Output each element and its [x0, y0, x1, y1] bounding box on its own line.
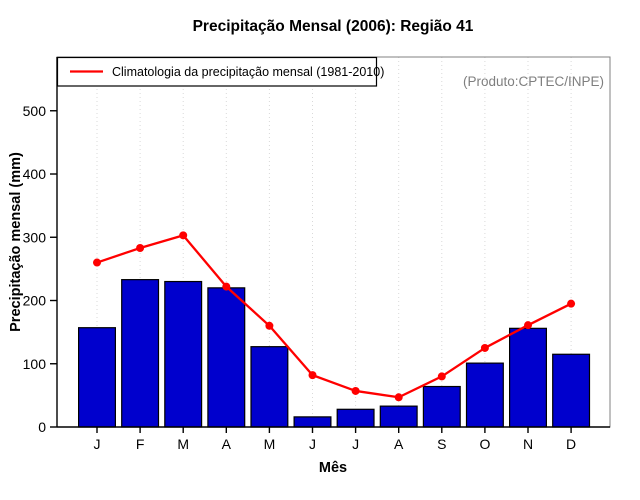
- x-tick-label-4: M: [264, 436, 276, 452]
- x-tick-label-0: J: [94, 436, 101, 452]
- clim-point-2: [179, 231, 188, 240]
- clim-point-10: [524, 321, 532, 330]
- product-annotation: (Produto:CPTEC/INPE): [463, 74, 604, 89]
- bar-10: [509, 327, 548, 428]
- x-tick-label-8: S: [437, 436, 446, 452]
- bar-3: [207, 287, 246, 428]
- y-tick-label-1: 100: [23, 356, 47, 372]
- bar-11: [552, 353, 591, 428]
- axes: 0 100 200 300 400 500 J F M A M J J A S O N D: [23, 103, 577, 452]
- y-tick-label-3: 300: [23, 229, 47, 245]
- y-tick-label-0: 0: [38, 419, 46, 435]
- bar-series: [77, 279, 591, 428]
- y-tick-label-5: 500: [23, 103, 47, 119]
- bar-1: [121, 279, 160, 428]
- x-tick-label-5: J: [309, 436, 316, 452]
- clim-point-5: [308, 371, 317, 380]
- x-axis-title: Mês: [319, 460, 347, 476]
- clim-point-4: [265, 321, 274, 330]
- x-tick-label-6: J: [352, 436, 359, 452]
- bar-4: [250, 346, 289, 428]
- x-tick-label-2: M: [177, 436, 189, 452]
- x-tick-label-1: F: [136, 436, 145, 452]
- clim-point-11: [567, 299, 576, 308]
- x-tick-label-7: A: [394, 436, 404, 452]
- climatology-line: [93, 231, 576, 402]
- climatology-polyline: [96, 234, 572, 399]
- x-tick-label-3: A: [222, 436, 232, 452]
- bar-5: [293, 416, 332, 428]
- legend-box: [56, 56, 378, 87]
- x-tick-label-11: D: [566, 436, 576, 452]
- bar-7: [379, 405, 418, 428]
- clim-point-8: [437, 372, 446, 381]
- x-tick-label-9: O: [479, 436, 490, 452]
- clim-point-9: [480, 343, 489, 352]
- y-axis-title: Precipitação mensal (mm): [8, 152, 24, 332]
- clim-point-1: [136, 244, 145, 253]
- clim-point-3: [222, 282, 231, 291]
- legend: Climatologia da precipitação mensal (198…: [56, 56, 384, 87]
- clim-point-7: [394, 393, 403, 402]
- y-tick-label-2: 200: [23, 293, 47, 309]
- bar-8: [422, 385, 461, 428]
- legend-label: Climatologia da precipitação mensal (198…: [112, 65, 384, 79]
- bar-0: [77, 327, 116, 428]
- bar-2: [164, 280, 203, 428]
- clim-point-0: [93, 258, 101, 267]
- y-tick-label-4: 400: [23, 166, 47, 182]
- x-tick-label-10: N: [523, 436, 533, 452]
- chart-title: Precipitação Mensal (2006): Região 41: [193, 18, 474, 35]
- bar-9: [465, 362, 504, 428]
- clim-point-6: [351, 386, 360, 395]
- bar-6: [336, 408, 375, 428]
